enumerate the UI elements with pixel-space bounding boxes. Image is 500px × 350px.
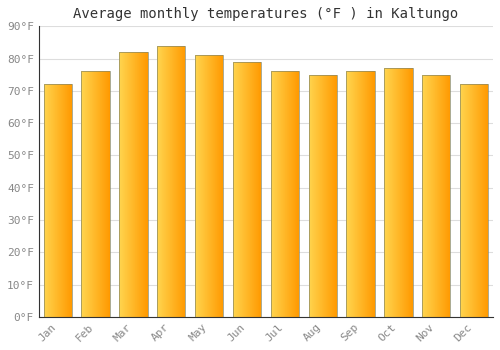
Bar — [157, 46, 186, 317]
Bar — [233, 62, 261, 317]
Bar — [460, 84, 488, 317]
Bar — [270, 71, 299, 317]
Bar — [346, 71, 375, 317]
Bar — [308, 75, 337, 317]
Bar — [119, 52, 148, 317]
Bar — [82, 71, 110, 317]
Bar — [195, 55, 224, 317]
Title: Average monthly temperatures (°F ) in Kaltungo: Average monthly temperatures (°F ) in Ka… — [74, 7, 458, 21]
Bar — [422, 75, 450, 317]
Bar — [384, 68, 412, 317]
Bar — [44, 84, 72, 317]
